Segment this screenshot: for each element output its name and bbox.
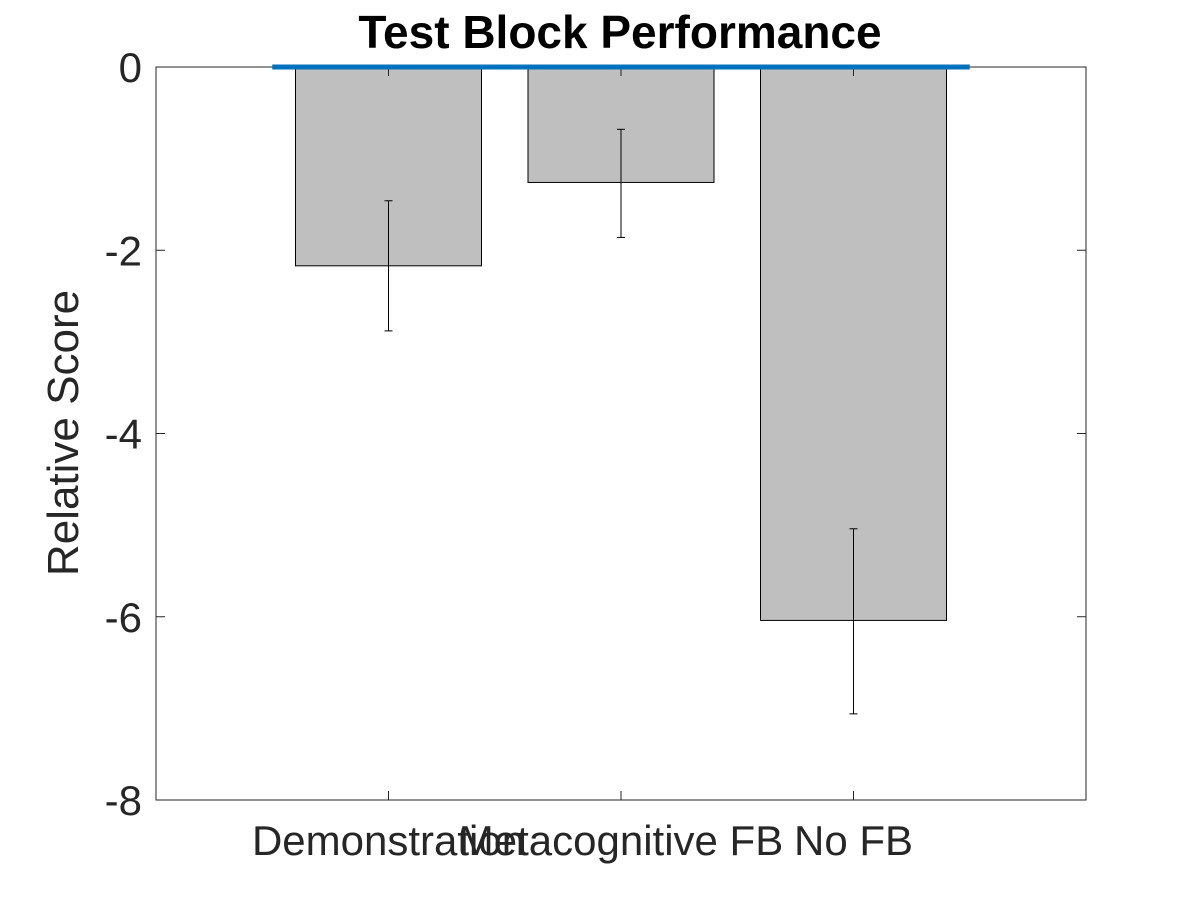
y-tick-label: 0 [119, 44, 142, 91]
y-axis-label: Relative Score [39, 290, 88, 576]
chart-title: Test Block Performance [358, 6, 881, 58]
bar [760, 66, 947, 621]
y-tick-label: -8 [105, 777, 142, 824]
y-tick-label: -6 [105, 594, 142, 641]
x-tick-label: No FB [794, 817, 913, 864]
y-tick-label: -2 [105, 227, 142, 274]
x-tick-label: Metacognitive FB [459, 817, 783, 864]
y-tick-label: -4 [105, 411, 142, 458]
x-tick-label: Demonstration [252, 817, 525, 864]
